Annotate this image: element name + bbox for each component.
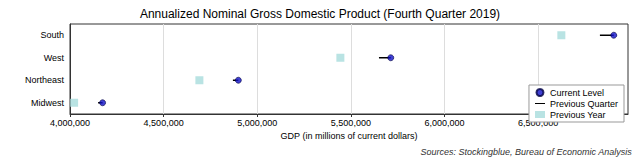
svg-text:Previous Year: Previous Year <box>550 110 606 120</box>
svg-text:5,500,000: 5,500,000 <box>331 118 371 128</box>
svg-text:6,000,000: 6,000,000 <box>424 118 464 128</box>
svg-text:Current Level: Current Level <box>550 88 604 98</box>
svg-text:West: West <box>44 53 65 63</box>
svg-text:5,000,000: 5,000,000 <box>237 118 277 128</box>
svg-text:4,500,000: 4,500,000 <box>144 118 184 128</box>
svg-text:Northeast: Northeast <box>25 75 65 85</box>
svg-text:4,000,000: 4,000,000 <box>50 118 90 128</box>
svg-text:Midwest: Midwest <box>31 98 65 108</box>
svg-text:Annualized Nominal Gross Domes: Annualized Nominal Gross Domestic Produc… <box>140 7 500 21</box>
svg-text:Previous Quarter: Previous Quarter <box>550 99 618 109</box>
svg-text:South: South <box>40 30 64 40</box>
svg-text:Sources: Stockingblue, Bureau: Sources: Stockingblue, Bureau of Economi… <box>420 147 632 157</box>
svg-text:GDP (in millions of current do: GDP (in millions of current dollars) <box>281 131 418 141</box>
